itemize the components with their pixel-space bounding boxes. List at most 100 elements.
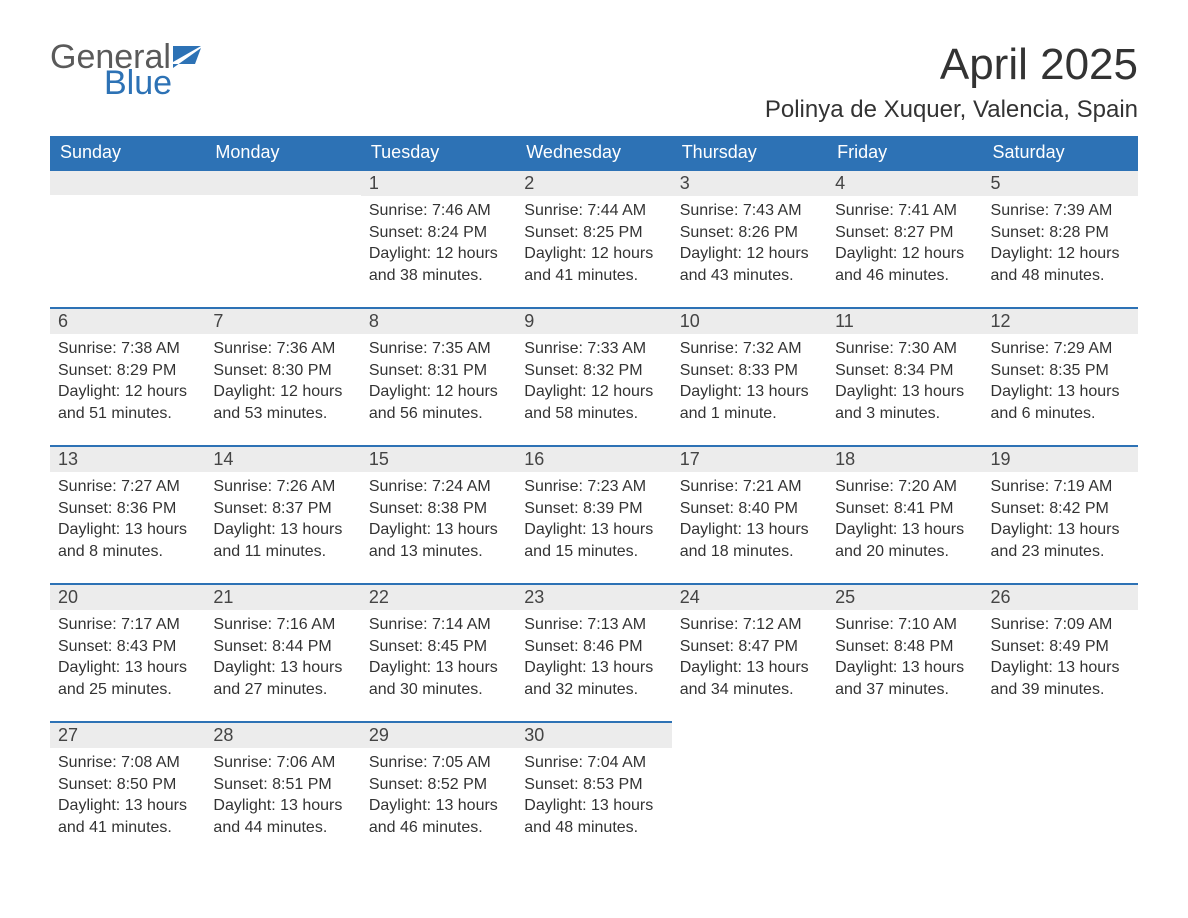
sunset-text: Sunset: 8:35 PM: [991, 360, 1130, 382]
month-title: April 2025: [765, 40, 1138, 90]
day-body: Sunrise: 7:20 AMSunset: 8:41 PMDaylight:…: [827, 472, 982, 570]
daylight-text: Daylight: 12 hours and 41 minutes.: [524, 243, 663, 286]
day-number: 3: [672, 169, 827, 196]
weekday-header: Thursday: [672, 136, 827, 169]
daylight-text: Daylight: 13 hours and 44 minutes.: [213, 795, 352, 838]
day-body: Sunrise: 7:36 AMSunset: 8:30 PMDaylight:…: [205, 334, 360, 432]
sunrise-text: Sunrise: 7:33 AM: [524, 338, 663, 360]
day-number: 13: [50, 445, 205, 472]
daylight-text: Daylight: 13 hours and 3 minutes.: [835, 381, 974, 424]
sunrise-text: Sunrise: 7:14 AM: [369, 614, 508, 636]
sunrise-text: Sunrise: 7:19 AM: [991, 476, 1130, 498]
calendar-cell: 3Sunrise: 7:43 AMSunset: 8:26 PMDaylight…: [672, 169, 827, 307]
sunrise-text: Sunrise: 7:24 AM: [369, 476, 508, 498]
day-number: 16: [516, 445, 671, 472]
sunrise-text: Sunrise: 7:13 AM: [524, 614, 663, 636]
sunrise-text: Sunrise: 7:27 AM: [58, 476, 197, 498]
weekday-header: Tuesday: [361, 136, 516, 169]
weekday-row: SundayMondayTuesdayWednesdayThursdayFrid…: [50, 136, 1138, 169]
day-number: 7: [205, 307, 360, 334]
sunset-text: Sunset: 8:27 PM: [835, 222, 974, 244]
calendar-cell: 13Sunrise: 7:27 AMSunset: 8:36 PMDayligh…: [50, 445, 205, 583]
day-number: 18: [827, 445, 982, 472]
daylight-text: Daylight: 13 hours and 48 minutes.: [524, 795, 663, 838]
day-number: 20: [50, 583, 205, 610]
day-number: 1: [361, 169, 516, 196]
day-number: 27: [50, 721, 205, 748]
sunset-text: Sunset: 8:26 PM: [680, 222, 819, 244]
calendar-cell: 17Sunrise: 7:21 AMSunset: 8:40 PMDayligh…: [672, 445, 827, 583]
sunrise-text: Sunrise: 7:43 AM: [680, 200, 819, 222]
sunset-text: Sunset: 8:41 PM: [835, 498, 974, 520]
daylight-text: Daylight: 13 hours and 32 minutes.: [524, 657, 663, 700]
daylight-text: Daylight: 13 hours and 1 minute.: [680, 381, 819, 424]
empty-day-bar: [50, 169, 205, 195]
sunrise-text: Sunrise: 7:30 AM: [835, 338, 974, 360]
sunrise-text: Sunrise: 7:39 AM: [991, 200, 1130, 222]
calendar-cell: [205, 169, 360, 307]
calendar-week: 6Sunrise: 7:38 AMSunset: 8:29 PMDaylight…: [50, 307, 1138, 445]
daylight-text: Daylight: 13 hours and 20 minutes.: [835, 519, 974, 562]
calendar-cell: 14Sunrise: 7:26 AMSunset: 8:37 PMDayligh…: [205, 445, 360, 583]
calendar-table: SundayMondayTuesdayWednesdayThursdayFrid…: [50, 136, 1138, 859]
daylight-text: Daylight: 13 hours and 39 minutes.: [991, 657, 1130, 700]
day-number: 30: [516, 721, 671, 748]
daylight-text: Daylight: 12 hours and 43 minutes.: [680, 243, 819, 286]
day-number: 4: [827, 169, 982, 196]
day-number: 29: [361, 721, 516, 748]
daylight-text: Daylight: 12 hours and 46 minutes.: [835, 243, 974, 286]
sunset-text: Sunset: 8:40 PM: [680, 498, 819, 520]
daylight-text: Daylight: 13 hours and 6 minutes.: [991, 381, 1130, 424]
daylight-text: Daylight: 12 hours and 58 minutes.: [524, 381, 663, 424]
location: Polinya de Xuquer, Valencia, Spain: [765, 96, 1138, 124]
sunset-text: Sunset: 8:45 PM: [369, 636, 508, 658]
day-body: Sunrise: 7:35 AMSunset: 8:31 PMDaylight:…: [361, 334, 516, 432]
daylight-text: Daylight: 13 hours and 8 minutes.: [58, 519, 197, 562]
sunrise-text: Sunrise: 7:41 AM: [835, 200, 974, 222]
day-body: Sunrise: 7:43 AMSunset: 8:26 PMDaylight:…: [672, 196, 827, 294]
calendar-cell: 8Sunrise: 7:35 AMSunset: 8:31 PMDaylight…: [361, 307, 516, 445]
daylight-text: Daylight: 13 hours and 18 minutes.: [680, 519, 819, 562]
daylight-text: Daylight: 13 hours and 23 minutes.: [991, 519, 1130, 562]
sunset-text: Sunset: 8:48 PM: [835, 636, 974, 658]
day-body: Sunrise: 7:41 AMSunset: 8:27 PMDaylight:…: [827, 196, 982, 294]
day-number: 21: [205, 583, 360, 610]
logo-text-blue: Blue: [104, 66, 203, 100]
day-body: Sunrise: 7:21 AMSunset: 8:40 PMDaylight:…: [672, 472, 827, 570]
calendar-cell: 6Sunrise: 7:38 AMSunset: 8:29 PMDaylight…: [50, 307, 205, 445]
daylight-text: Daylight: 13 hours and 30 minutes.: [369, 657, 508, 700]
calendar-cell: 7Sunrise: 7:36 AMSunset: 8:30 PMDaylight…: [205, 307, 360, 445]
calendar-cell: 9Sunrise: 7:33 AMSunset: 8:32 PMDaylight…: [516, 307, 671, 445]
calendar-week: 27Sunrise: 7:08 AMSunset: 8:50 PMDayligh…: [50, 721, 1138, 859]
daylight-text: Daylight: 13 hours and 15 minutes.: [524, 519, 663, 562]
weekday-header: Wednesday: [516, 136, 671, 169]
calendar-cell: 28Sunrise: 7:06 AMSunset: 8:51 PMDayligh…: [205, 721, 360, 859]
day-body: Sunrise: 7:32 AMSunset: 8:33 PMDaylight:…: [672, 334, 827, 432]
page-header: General Blue April 2025 Polinya de Xuque…: [50, 40, 1138, 124]
day-body: Sunrise: 7:04 AMSunset: 8:53 PMDaylight:…: [516, 748, 671, 846]
sunrise-text: Sunrise: 7:32 AM: [680, 338, 819, 360]
calendar-cell: 26Sunrise: 7:09 AMSunset: 8:49 PMDayligh…: [983, 583, 1138, 721]
day-body: Sunrise: 7:08 AMSunset: 8:50 PMDaylight:…: [50, 748, 205, 846]
sunrise-text: Sunrise: 7:35 AM: [369, 338, 508, 360]
sunset-text: Sunset: 8:34 PM: [835, 360, 974, 382]
daylight-text: Daylight: 13 hours and 37 minutes.: [835, 657, 974, 700]
day-body: Sunrise: 7:19 AMSunset: 8:42 PMDaylight:…: [983, 472, 1138, 570]
day-number: 11: [827, 307, 982, 334]
daylight-text: Daylight: 13 hours and 41 minutes.: [58, 795, 197, 838]
sunrise-text: Sunrise: 7:21 AM: [680, 476, 819, 498]
logo: General Blue: [50, 40, 203, 100]
sunset-text: Sunset: 8:32 PM: [524, 360, 663, 382]
day-body: Sunrise: 7:16 AMSunset: 8:44 PMDaylight:…: [205, 610, 360, 708]
sunrise-text: Sunrise: 7:17 AM: [58, 614, 197, 636]
day-number: 19: [983, 445, 1138, 472]
day-body: Sunrise: 7:29 AMSunset: 8:35 PMDaylight:…: [983, 334, 1138, 432]
day-body: Sunrise: 7:26 AMSunset: 8:37 PMDaylight:…: [205, 472, 360, 570]
day-body: Sunrise: 7:05 AMSunset: 8:52 PMDaylight:…: [361, 748, 516, 846]
sunrise-text: Sunrise: 7:38 AM: [58, 338, 197, 360]
weekday-header: Friday: [827, 136, 982, 169]
sunset-text: Sunset: 8:51 PM: [213, 774, 352, 796]
day-number: 28: [205, 721, 360, 748]
day-number: 17: [672, 445, 827, 472]
calendar-cell: 11 Sunrise: 7:30 AMSunset: 8:34 PMDayligh…: [827, 307, 982, 445]
